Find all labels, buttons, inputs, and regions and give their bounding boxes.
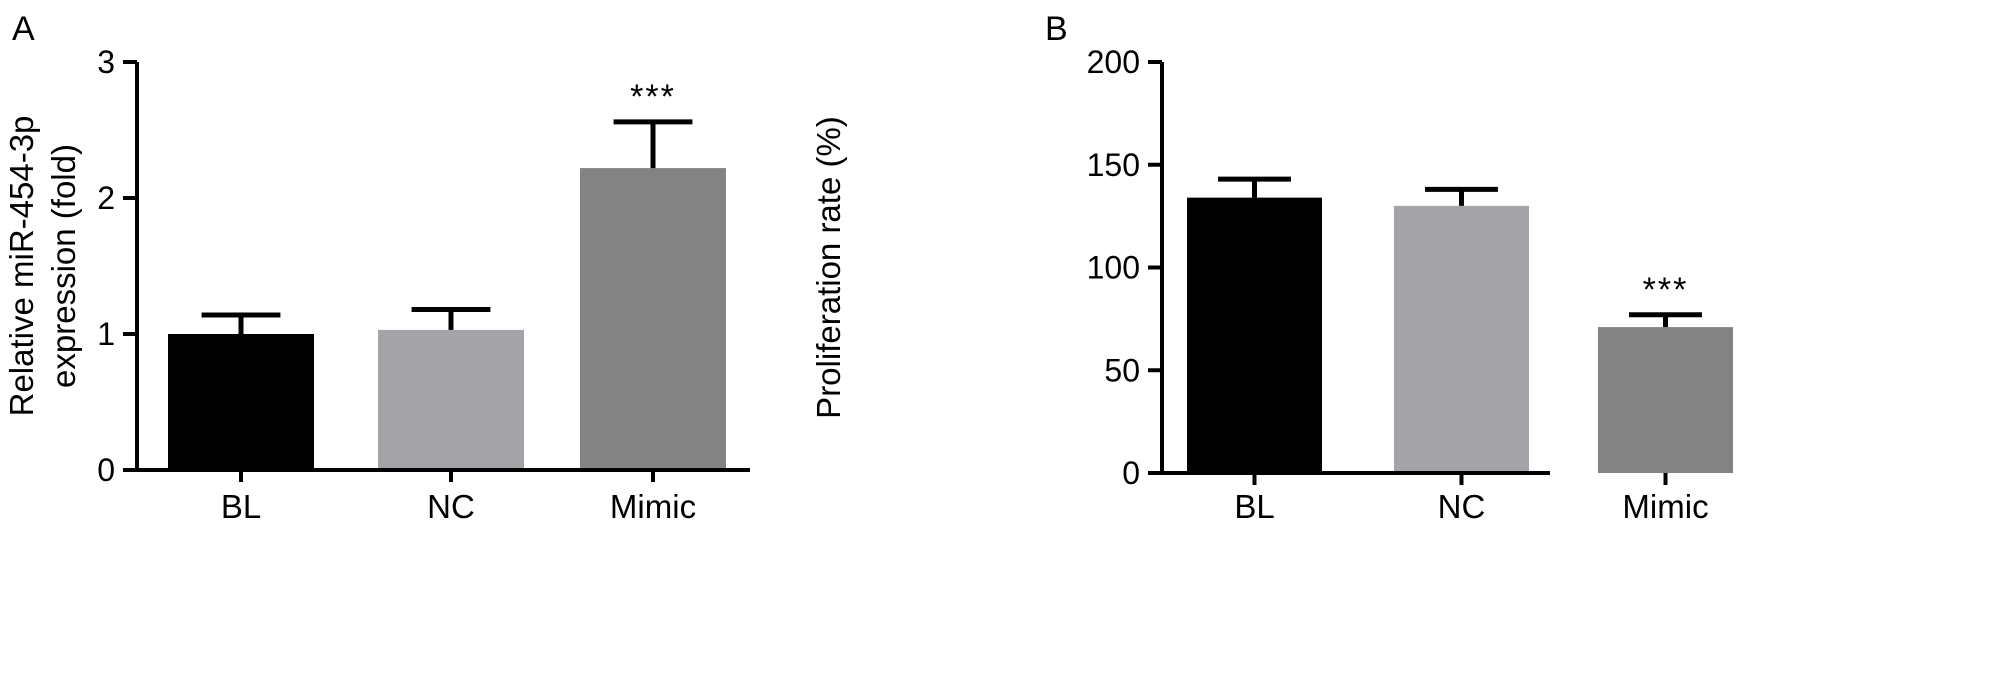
bar-mimic	[580, 168, 726, 470]
y-tick-label: 0	[97, 452, 115, 488]
y-tick-label: 100	[1087, 250, 1140, 286]
y-tick-label: 1	[97, 316, 115, 352]
bar-bl	[1187, 197, 1322, 473]
y-tick-label: 3	[97, 44, 115, 80]
bar-mimic	[1598, 327, 1733, 473]
x-tick-label: NC	[427, 488, 475, 525]
y-axis-title: Proliferation rate (%)	[810, 116, 847, 419]
panel-letter: B	[1045, 10, 1068, 48]
bar-nc	[1394, 205, 1529, 473]
x-tick-label: Mimic	[1622, 488, 1708, 525]
y-tick-label: 50	[1104, 352, 1140, 388]
x-tick-label: NC	[1438, 488, 1486, 525]
y-tick-label: 150	[1087, 147, 1140, 183]
y-axis-title: expression (fold)	[45, 144, 82, 388]
x-tick-label: BL	[1234, 488, 1274, 525]
bar-nc	[378, 329, 524, 470]
x-tick-label: Mimic	[610, 488, 696, 525]
panel-letter: A	[12, 10, 35, 48]
significance-label: ***	[630, 78, 676, 116]
y-tick-label: 0	[1122, 455, 1140, 491]
y-tick-label: 200	[1087, 44, 1140, 80]
y-axis-title: Relative miR-454-3p	[3, 116, 40, 417]
y-tick-label: 2	[97, 180, 115, 216]
significance-label: ***	[1643, 271, 1689, 309]
x-tick-label: BL	[221, 488, 261, 525]
bar-bl	[168, 334, 314, 470]
